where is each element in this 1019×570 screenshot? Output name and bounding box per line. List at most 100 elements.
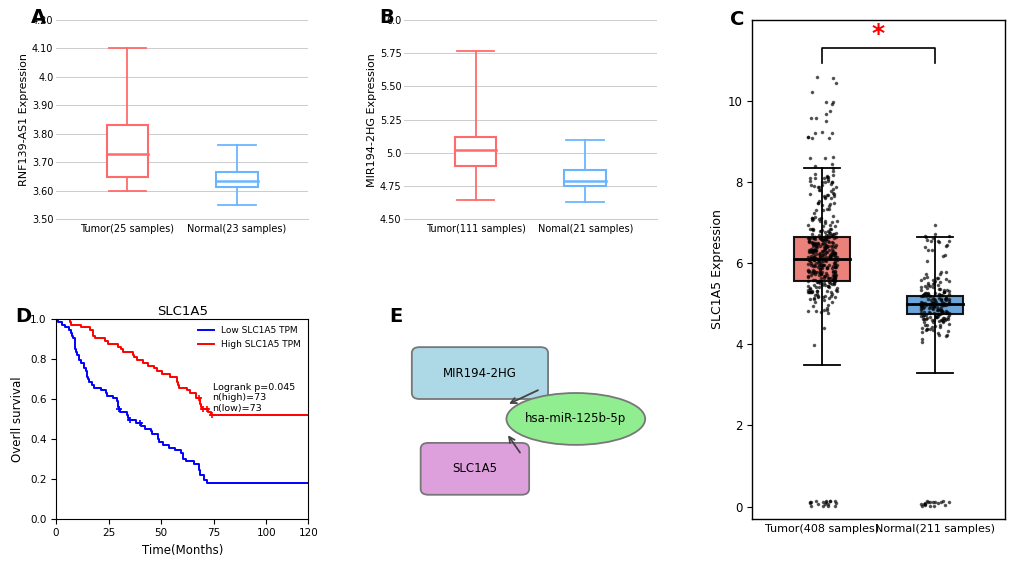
- Point: [917, 315, 933, 324]
- Point: [827, 286, 844, 295]
- Point: [813, 178, 829, 187]
- Point: [927, 312, 944, 321]
- Point: [931, 267, 948, 276]
- Point: [915, 308, 931, 317]
- Point: [805, 245, 821, 254]
- Point: [808, 286, 824, 295]
- Point: [922, 300, 938, 309]
- Point: [924, 325, 941, 334]
- Point: [805, 247, 821, 256]
- Point: [914, 311, 930, 320]
- Point: [922, 295, 938, 304]
- Point: [816, 233, 833, 242]
- Text: Logrank p=0.045
n(high)=73
n(low)=73: Logrank p=0.045 n(high)=73 n(low)=73: [212, 383, 294, 413]
- Point: [803, 87, 819, 96]
- Point: [803, 213, 819, 222]
- Point: [804, 254, 820, 263]
- Point: [801, 233, 817, 242]
- Point: [916, 300, 932, 310]
- Text: B: B: [379, 8, 393, 27]
- Point: [931, 323, 948, 332]
- Point: [827, 255, 844, 264]
- Bar: [564, 170, 605, 186]
- Point: [813, 246, 829, 255]
- Point: [818, 205, 835, 214]
- Point: [816, 249, 833, 258]
- Point: [825, 258, 842, 267]
- Point: [825, 249, 842, 258]
- Point: [803, 215, 819, 225]
- X-axis label: Time(Months): Time(Months): [142, 544, 223, 557]
- Y-axis label: Overll survival: Overll survival: [11, 376, 24, 462]
- Point: [816, 238, 833, 247]
- Point: [800, 237, 816, 246]
- Point: [823, 166, 840, 176]
- Point: [825, 270, 842, 279]
- Point: [824, 275, 841, 284]
- Point: [916, 242, 932, 251]
- Point: [811, 233, 827, 242]
- Point: [923, 298, 940, 307]
- Point: [827, 79, 844, 88]
- Point: [804, 261, 820, 270]
- Point: [824, 267, 841, 276]
- Point: [921, 301, 937, 310]
- Point: [928, 274, 945, 283]
- Point: [919, 280, 935, 290]
- Point: [808, 267, 824, 276]
- Point: [808, 278, 824, 287]
- Bar: [106, 125, 148, 177]
- Point: [805, 295, 821, 304]
- Point: [933, 307, 950, 316]
- Point: [918, 498, 934, 507]
- Point: [940, 497, 956, 506]
- Point: [816, 245, 833, 254]
- Point: [929, 309, 946, 318]
- Point: [930, 294, 947, 303]
- Point: [823, 245, 840, 254]
- Point: [799, 132, 815, 141]
- Point: [809, 185, 825, 194]
- Point: [826, 498, 843, 507]
- Point: [818, 242, 835, 251]
- Point: [817, 286, 834, 295]
- Point: [802, 247, 818, 256]
- Point: [916, 499, 932, 508]
- Point: [811, 227, 827, 236]
- Text: C: C: [729, 10, 743, 29]
- Point: [911, 286, 927, 295]
- Point: [810, 254, 826, 263]
- Point: [819, 500, 836, 509]
- Point: [825, 198, 842, 207]
- Point: [920, 303, 936, 312]
- Point: [810, 250, 826, 259]
- Point: [817, 116, 834, 125]
- Point: [817, 248, 834, 257]
- Point: [806, 291, 822, 300]
- Y-axis label: MIR194-2HG Expression: MIR194-2HG Expression: [367, 53, 377, 186]
- Point: [801, 176, 817, 185]
- Point: [924, 283, 941, 292]
- Point: [821, 200, 838, 209]
- Point: [802, 180, 818, 189]
- Point: [941, 294, 957, 303]
- Point: [923, 315, 940, 324]
- Point: [824, 171, 841, 180]
- Point: [924, 299, 941, 308]
- Point: [827, 241, 844, 250]
- Point: [799, 234, 815, 243]
- Point: [917, 291, 933, 300]
- Point: [817, 234, 834, 243]
- Point: [801, 295, 817, 304]
- Point: [803, 224, 819, 233]
- Point: [807, 205, 823, 214]
- Point: [800, 233, 816, 242]
- Point: [919, 294, 935, 303]
- Point: [929, 311, 946, 320]
- Point: [812, 274, 828, 283]
- Point: [912, 302, 928, 311]
- Point: [816, 219, 833, 228]
- Point: [808, 290, 824, 299]
- Point: [805, 208, 821, 217]
- Point: [932, 291, 949, 300]
